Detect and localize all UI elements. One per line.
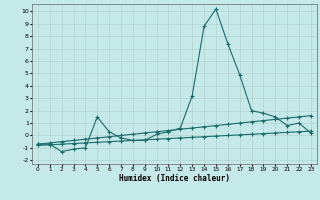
X-axis label: Humidex (Indice chaleur): Humidex (Indice chaleur) xyxy=(119,174,230,183)
